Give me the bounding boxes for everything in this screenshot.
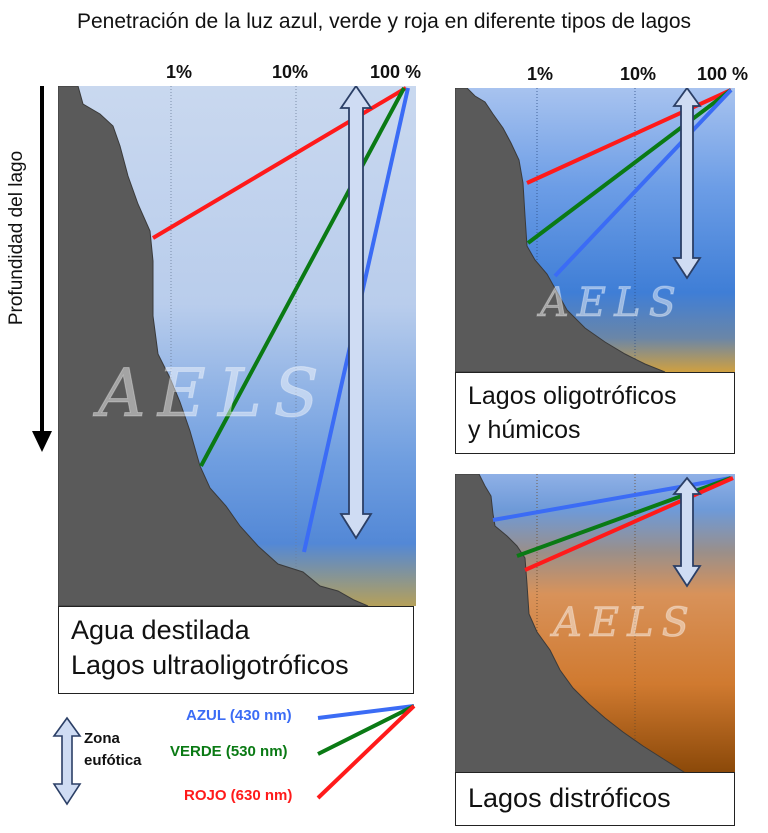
panel-blue-water: AELS [455,88,735,372]
euphotic-zone-arrow-icon [672,476,702,588]
legend-red-line [316,704,416,800]
euphotic-zone-arrow-icon [339,86,373,540]
legend-item-blue: AZUL (430 nm) [186,707,292,724]
panel-clear-water: AELS [58,86,416,606]
panel2-tick-100pct: 100 % [697,64,749,84]
watermark: AELS [92,355,331,432]
legend-zone-line2: eufótica [84,752,142,769]
panel3-label-line1: Lagos distróficos [468,783,671,813]
panel2-label-box: Lagos oligotróficos y húmicos [455,372,735,454]
watermark: AELS [549,600,697,646]
legend-item-green: VERDE (530 nm) [170,743,288,760]
panel1-tick-10pct: 10% [272,62,309,82]
legend-item-red: ROJO (630 nm) [184,787,293,804]
green-light-line [526,88,733,245]
depth-axis-label-container: Profundidad del lago [0,88,34,388]
panel2-label-line2: y húmicos [468,416,581,444]
panel1-label-box: Agua destilada Lagos ultraoligotróficos [58,606,414,694]
green-light-line [199,87,406,467]
figure-title: Penetración de la luz azul, verde y roja… [76,10,692,33]
panel2-tick-1pct: 1% [527,64,554,84]
panel-brown-water: AELS [455,474,735,774]
legend-green-line [317,704,415,756]
blue-light-line [553,88,733,278]
panel1-label-line1: Agua destilada [71,615,250,645]
euphotic-zone-arrow-icon [672,88,702,280]
panel1-tick-1pct: 1% [166,62,193,82]
depth-arrow-icon [32,86,52,452]
lake-bed [58,86,369,606]
panel3-label-box: Lagos distróficos [455,772,735,826]
legend-zone-line1: Zona [84,730,120,747]
watermark: AELS [536,280,684,326]
panel1-tick-100pct: 100 % [370,62,422,82]
panel2-label-line1: Lagos oligotróficos [468,382,677,410]
legend-blue-line [317,704,415,720]
depth-axis-label: Profundidad del lago [6,150,27,326]
lake-bed [455,474,688,774]
lake-bed [455,88,666,372]
panel2-tick-10pct: 10% [620,64,657,84]
legend-zone-arrow-icon [52,716,82,806]
legend-lines [316,704,416,800]
legend-zone-label: Zona eufótica [84,728,142,772]
panel1-label-line2: Lagos ultraoligotróficos [71,650,349,680]
